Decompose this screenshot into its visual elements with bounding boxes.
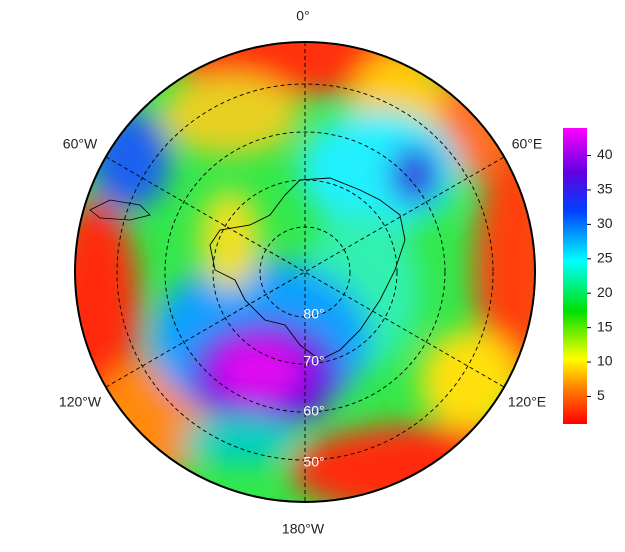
colorbar-tick-label: 15 xyxy=(597,318,613,334)
coastline xyxy=(89,199,151,221)
colorbar xyxy=(563,128,587,424)
colorbar-tick-label: 10 xyxy=(597,353,613,369)
lat-label: 60° xyxy=(303,403,324,419)
colorbar-tick-label: 35 xyxy=(597,181,613,197)
lat-label: 80° xyxy=(303,306,324,322)
colorbar-axis: 5 10 15 20 25 30 35 40 xyxy=(587,146,613,403)
colorbar-tick-label: 20 xyxy=(597,284,613,300)
lon-label: 180°W xyxy=(282,521,325,537)
colorbar-tick-label: 25 xyxy=(597,249,613,265)
field xyxy=(75,42,535,502)
graticule xyxy=(105,42,505,502)
colorbar-tick-label: 40 xyxy=(597,146,613,162)
lon-label: 120°W xyxy=(59,394,102,410)
lat-label: 70° xyxy=(303,353,324,369)
colorbar-tick-label: 30 xyxy=(597,215,613,231)
colorbar-tick-label: 5 xyxy=(597,387,605,403)
map-border xyxy=(74,41,536,503)
lon-label: 0° xyxy=(296,8,309,24)
lon-label: 60°E xyxy=(512,136,543,152)
lon-label: 120°E xyxy=(508,394,546,410)
lat-label: 50° xyxy=(303,454,324,470)
lon-label: 60°W xyxy=(63,136,98,152)
